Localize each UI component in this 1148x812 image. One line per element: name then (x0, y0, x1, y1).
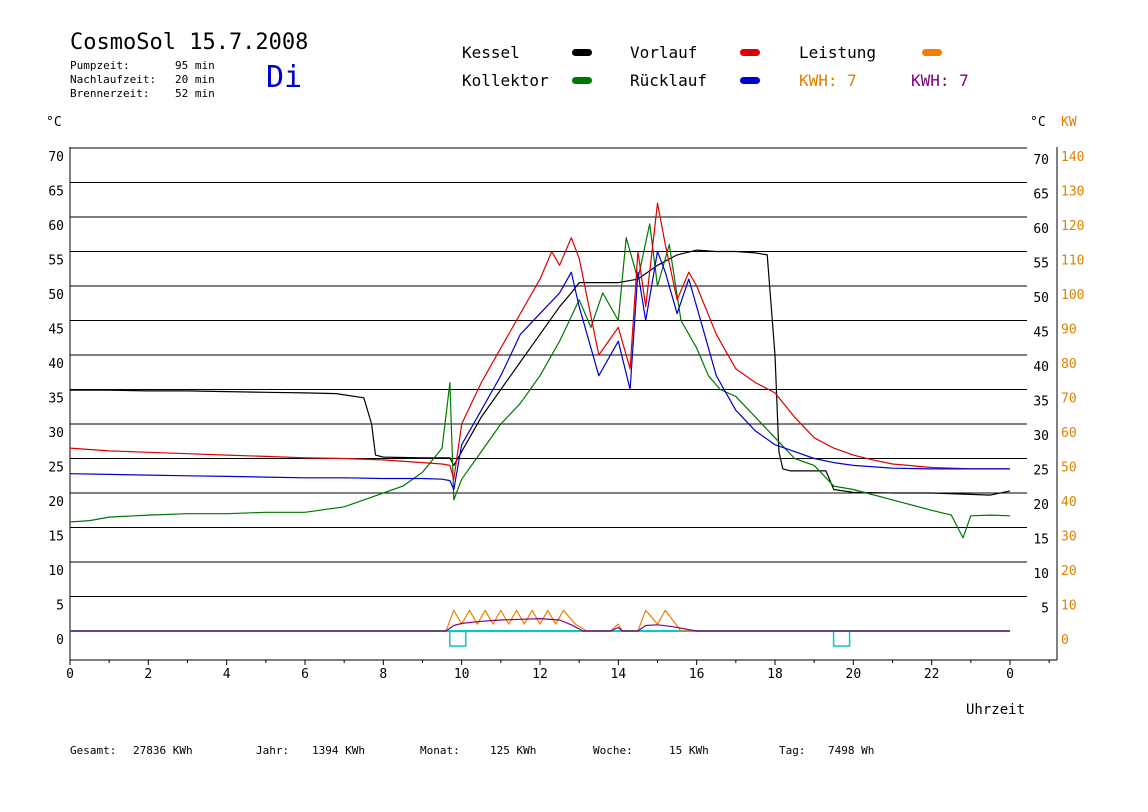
y-tick-kw: 80 (1061, 357, 1077, 372)
y-tick-kw: 110 (1061, 254, 1084, 269)
y-tick-kw: 130 (1061, 185, 1084, 200)
x-tick-label: 4 (223, 667, 231, 682)
y-tick-kw: 60 (1061, 426, 1077, 441)
legend-vorlauf-label: Vorlauf (630, 43, 698, 62)
y-tick-left: 45 (48, 323, 64, 338)
y-tick-kw: 30 (1061, 530, 1077, 545)
x-tick-label: 10 (454, 667, 470, 682)
y-tick-left: 70 (48, 150, 64, 165)
marker-box (449, 630, 467, 647)
y-tick-left: 10 (48, 564, 64, 579)
x-tick-label: 0 (66, 667, 74, 682)
y-tick-left: 20 (48, 495, 64, 510)
y-tick-right: 65 (1033, 188, 1049, 203)
legend-kwh2: KWH: 7 (911, 71, 969, 90)
footer-monat-label: Monat: (420, 744, 460, 757)
y-tick-right: 50 (1033, 291, 1049, 306)
legend-kollektor-label: Kollektor (462, 71, 549, 90)
y-tick-kw: 120 (1061, 219, 1084, 234)
y-tick-right: 30 (1033, 429, 1049, 444)
x-tick-label: 14 (611, 667, 627, 682)
y-tick-right: 40 (1033, 360, 1049, 375)
y-tick-left: 35 (48, 392, 64, 407)
y-tick-right: 70 (1033, 153, 1049, 168)
y-tick-kw: 100 (1061, 288, 1084, 303)
series-r-cklauf-line (69, 250, 1010, 491)
x-tick-label: 20 (846, 667, 862, 682)
x-tick-label: 18 (767, 667, 783, 682)
footer-woche-value: 15 KWh (669, 744, 709, 757)
y-tick-kw: 0 (1061, 633, 1069, 648)
x-tick-label: 0 (1006, 667, 1014, 682)
y-tick-right: 60 (1033, 222, 1049, 237)
y-tick-kw: 90 (1061, 323, 1077, 338)
weekday-label: Di (266, 60, 303, 95)
y-tick-left: 60 (48, 219, 64, 234)
y-tick-right: 45 (1033, 326, 1049, 341)
marker-box (832, 630, 851, 647)
y-tick-left: 30 (48, 426, 64, 441)
chart-title: CosmoSol 15.7.2008 (70, 30, 309, 55)
series-vorlauf-line (69, 202, 1010, 480)
y-tick-right: 55 (1033, 257, 1049, 272)
pumpzeit-label: Pumpzeit: (70, 59, 130, 72)
series-leistung-line (70, 609, 1010, 632)
legend-leistung-label: Leistung (799, 43, 877, 62)
y-tick-left: 25 (48, 461, 64, 476)
footer-gesamt-label: Gesamt: (70, 744, 117, 757)
y-tick-kw: 50 (1061, 461, 1077, 476)
y-tick-right: 35 (1033, 395, 1049, 410)
legend-kwh1: KWH: 7 (799, 71, 857, 90)
legend-kollektor-swatch (572, 77, 592, 84)
legend-vorlauf-swatch (740, 49, 760, 56)
series-kwh2-line (70, 617, 1010, 632)
nachlaufzeit-value: 20 min (175, 73, 215, 86)
nachlaufzeit-label: Nachlaufzeit: (70, 73, 157, 86)
y-tick-kw: 10 (1061, 599, 1077, 614)
legend-ruecklauf-label: Rücklauf (630, 71, 708, 90)
footer-tag-label: Tag: (779, 744, 806, 757)
footer-gesamt-value: 27836 KWh (133, 744, 193, 757)
x-tick-label: 2 (144, 667, 152, 682)
pumpzeit-value: 95 min (175, 59, 215, 72)
x-tick-label: 16 (689, 667, 705, 682)
y-tick-left: 5 (56, 599, 64, 614)
y-tick-right: 20 (1033, 498, 1049, 513)
footer-woche-label: Woche: (593, 744, 633, 757)
brennerzeit-label: Brennerzeit: (70, 87, 150, 100)
brennerzeit-value: 52 min (175, 87, 215, 100)
footer-jahr-label: Jahr: (256, 744, 290, 757)
y-tick-kw: 40 (1061, 495, 1077, 510)
y-tick-left: 40 (48, 357, 64, 372)
y-tick-right: 25 (1033, 464, 1049, 479)
legend-kessel-label: Kessel (462, 43, 520, 62)
x-tick-label: 8 (379, 667, 387, 682)
series-kollektor-line (69, 223, 1011, 539)
y-tick-kw: 70 (1061, 392, 1077, 407)
y-tick-right: 5 (1041, 602, 1049, 617)
y-axis-left-unit: °C (46, 115, 62, 130)
y-axis-kw-unit: KW (1061, 115, 1077, 130)
y-tick-left: 55 (48, 254, 64, 269)
x-axis-label: Uhrzeit (966, 702, 1026, 718)
y-tick-left: 50 (48, 288, 64, 303)
footer-jahr-value: 1394 KWh (312, 744, 365, 757)
x-tick-label: 6 (301, 667, 309, 682)
x-tick-label: 22 (924, 667, 940, 682)
y-tick-right: 15 (1033, 533, 1049, 548)
footer-monat-value: 125 KWh (490, 744, 537, 757)
y-tick-kw: 20 (1061, 564, 1077, 579)
x-tick-label: 12 (532, 667, 548, 682)
legend-ruecklauf-swatch (740, 77, 760, 84)
legend-leistung-swatch (922, 49, 942, 56)
y-tick-kw: 140 (1061, 150, 1084, 165)
y-tick-left: 65 (48, 185, 64, 200)
y-tick-right: 10 (1033, 567, 1049, 582)
y-tick-left: 0 (56, 633, 64, 648)
y-tick-left: 15 (48, 530, 64, 545)
footer-tag-value: 7498 Wh (828, 744, 875, 757)
legend-kessel-swatch (572, 49, 592, 56)
y-axis-right-unit: °C (1030, 115, 1046, 130)
